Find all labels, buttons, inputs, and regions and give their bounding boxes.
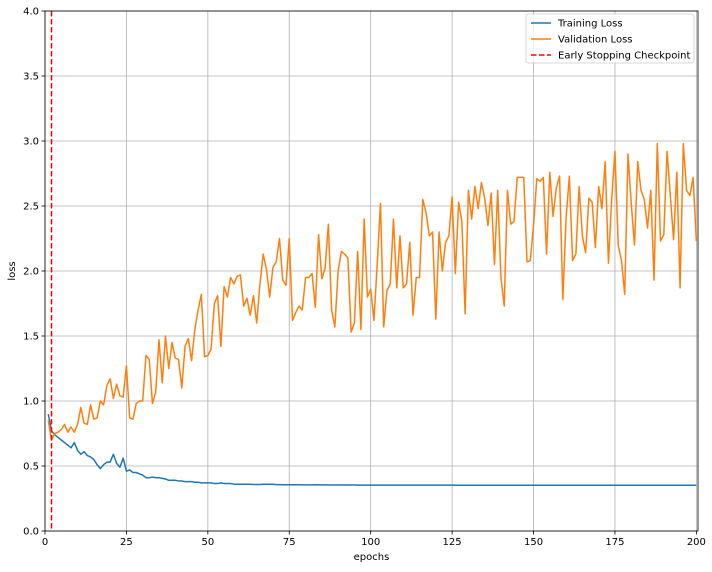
x-tick-label: 125	[443, 537, 462, 548]
y-tick-label: 4.0	[23, 7, 39, 18]
y-tick-label: 3.0	[23, 137, 39, 148]
legend-box	[525, 13, 695, 64]
x-tick-label: 0	[42, 537, 48, 548]
y-tick-label: 1.0	[23, 397, 39, 408]
x-tick-label: 100	[361, 537, 380, 548]
y-tick-label: 0.5	[23, 462, 39, 473]
training-loss-line	[47, 413, 697, 486]
legend: Training Loss Validation Loss Early Stoppi…	[525, 13, 695, 64]
grid	[44, 10, 698, 532]
x-tick-label: 75	[283, 537, 296, 548]
y-axis-label: loss	[7, 261, 18, 280]
y-tick-label: 2.0	[23, 267, 39, 278]
y-tick-label: 3.5	[23, 72, 39, 83]
x-tick-label: 200	[687, 537, 706, 548]
y-tick-label: 2.5	[23, 202, 39, 213]
x-tick-label: 25	[120, 537, 133, 548]
x-tick-label: 175	[605, 537, 624, 548]
y-tick-label: 1.5	[23, 332, 39, 343]
validation-loss-line	[47, 142, 698, 441]
y-tick-label: 0.0	[23, 527, 39, 538]
series-group	[47, 11, 698, 531]
legend-label: Training Loss	[557, 19, 623, 30]
x-tick-label: 150	[524, 537, 543, 548]
legend-label: Early Stopping Checkpoint	[558, 51, 691, 62]
ticks: 0 25 50 75 100 125 150 175 200 0.0 0.5 1.0 1.5 2.0 2.5…	[23, 7, 706, 549]
x-tick-label: 50	[201, 537, 214, 548]
x-axis-label: epochs	[354, 552, 390, 563]
legend-label: Validation Loss	[558, 35, 633, 46]
